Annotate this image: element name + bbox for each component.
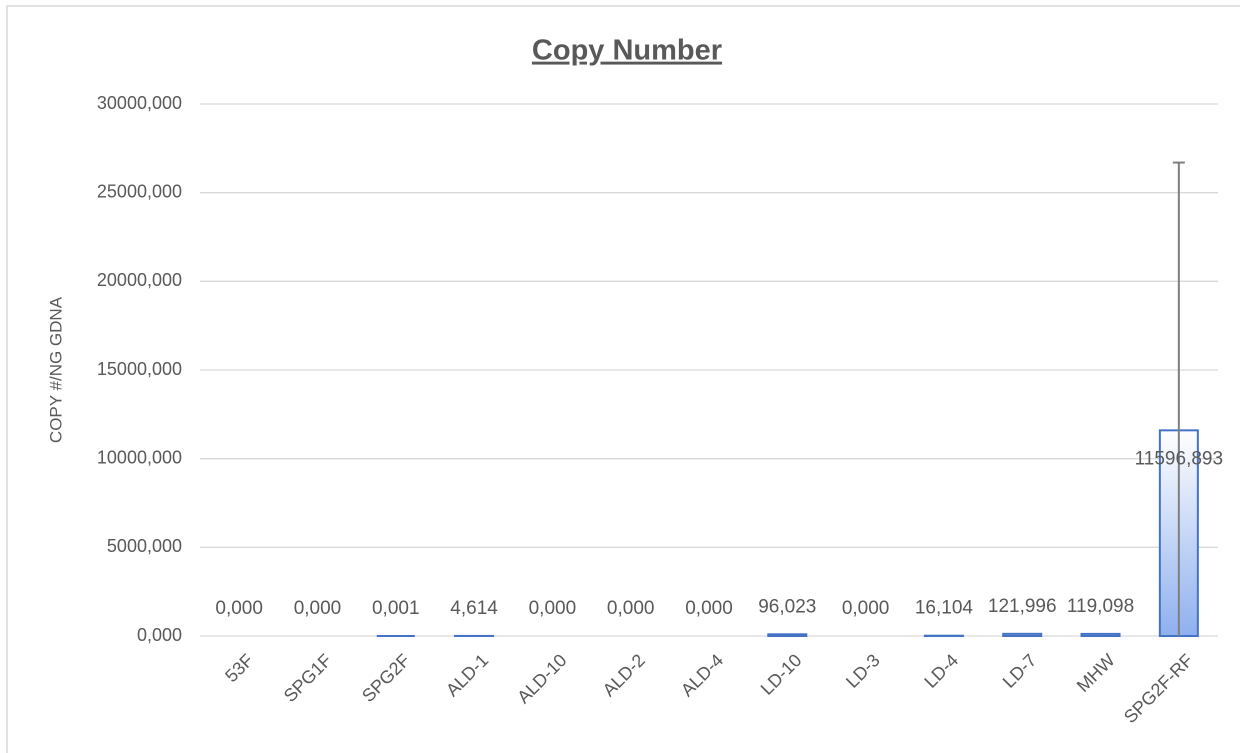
- value-label: 0,000: [842, 598, 890, 619]
- value-label: 0,001: [372, 598, 420, 619]
- x-tick-label: ALD-10: [513, 650, 570, 707]
- x-tick-label: LD-10: [757, 650, 806, 699]
- y-tick-label: 15000,000: [97, 359, 182, 379]
- x-tick-label: 53F: [221, 650, 257, 686]
- value-label: 4,614: [450, 598, 498, 619]
- x-tick-label: LD-7: [999, 650, 1041, 692]
- x-tick-label: ALD-1: [442, 650, 492, 700]
- value-label: 16,104: [915, 598, 974, 619]
- value-label: 121,996: [988, 596, 1057, 617]
- value-label: 0,000: [294, 598, 342, 619]
- bar: [1080, 632, 1121, 638]
- y-tick-label: 25000,000: [97, 181, 182, 201]
- value-label: 0,000: [607, 598, 655, 619]
- y-tick-label: 0,000: [137, 625, 182, 645]
- chart-title: Copy Number: [532, 35, 722, 67]
- chart-frame: [6, 5, 1240, 753]
- bar: [1002, 632, 1043, 638]
- x-tick-label: ALD-2: [599, 650, 649, 700]
- x-tick-label: SPG1F: [280, 650, 336, 706]
- x-tick-label: LD-3: [842, 650, 884, 692]
- value-label: 0,000: [685, 598, 733, 619]
- value-label: 0,000: [529, 598, 577, 619]
- y-axis-label: COPY #/NG GDNA: [46, 296, 65, 443]
- y-tick-label: 30000,000: [97, 93, 182, 113]
- bar: [767, 633, 808, 637]
- x-tick-label: LD-4: [920, 650, 962, 692]
- y-tick-label: 10000,000: [97, 447, 182, 467]
- y-tick-label: 5000,000: [107, 536, 182, 556]
- y-tick-label: 20000,000: [97, 270, 182, 290]
- value-label: 11596,893: [1135, 448, 1223, 469]
- x-tick-label: MHW: [1073, 650, 1119, 696]
- value-label: 119,098: [1067, 596, 1134, 617]
- x-tick-label: ALD-4: [677, 650, 727, 700]
- value-label: 96,023: [758, 596, 816, 617]
- x-tick-label: SPG2F-RF: [1120, 650, 1197, 727]
- value-label: 0,000: [215, 598, 263, 619]
- x-tick-label: SPG2F: [358, 650, 414, 706]
